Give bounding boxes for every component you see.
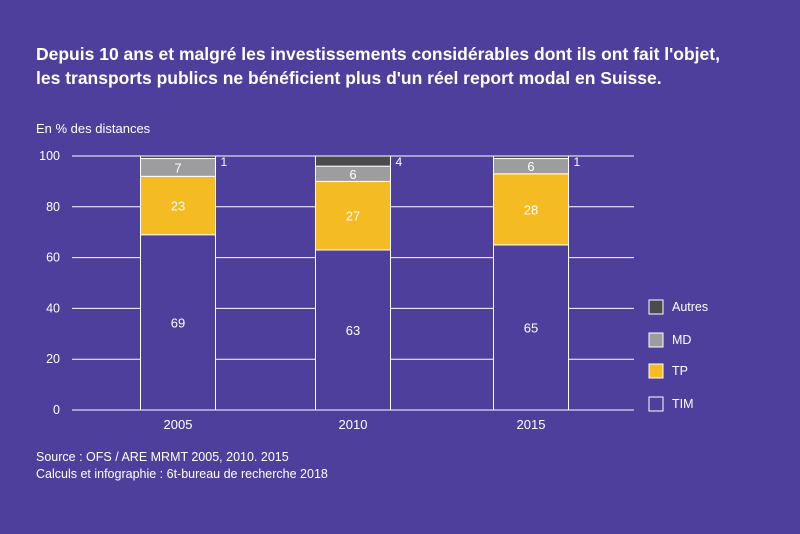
source-note: Source : OFS / ARE MRMT 2005, 2010. 2015…	[36, 449, 328, 483]
legend-label: MD	[672, 333, 691, 347]
legend-swatch	[648, 332, 664, 348]
bar-segment-tim	[493, 244, 569, 411]
bar-segment-tim	[315, 249, 391, 411]
y-axis-label: En % des distances	[36, 121, 151, 136]
legend-swatch	[648, 299, 664, 315]
bar-segment-tp	[493, 173, 569, 246]
bar-segment-tp	[140, 175, 216, 236]
source-line: Source : OFS / ARE MRMT 2005, 2010. 2015	[36, 450, 289, 464]
chart-title-line: Depuis 10 ans et malgré les investisseme…	[36, 44, 720, 64]
x-tick-label: 2010	[339, 417, 368, 432]
bar-segment-autres	[315, 155, 391, 167]
bar-segment-autres	[140, 155, 216, 160]
data-label: 6	[349, 167, 356, 182]
legend-swatch	[648, 363, 664, 379]
legend-swatch	[648, 396, 664, 412]
data-label: 27	[346, 209, 360, 224]
y-tick-label: 40	[46, 301, 60, 315]
data-label: 65	[524, 320, 538, 335]
source-line: Calculs et infographie : 6t-bureau de re…	[36, 467, 328, 481]
data-label: 6	[527, 159, 534, 174]
bar-segment-autres	[493, 155, 569, 160]
bar-segment-tim	[140, 234, 216, 411]
y-tick-label: 0	[53, 403, 60, 417]
y-tick-label: 80	[46, 200, 60, 214]
data-label: 69	[171, 315, 185, 330]
y-tick-label: 20	[46, 352, 60, 366]
bar-segment-tp	[315, 180, 391, 251]
y-tick-label: 60	[46, 251, 60, 265]
x-tick-label: 2015	[517, 417, 546, 432]
legend-label: TIM	[672, 397, 694, 411]
chart-title: Depuis 10 ans et malgré les investisseme…	[36, 42, 786, 90]
legend-label: Autres	[672, 300, 708, 314]
legend-label: TP	[672, 364, 688, 378]
data-label: 7	[174, 160, 181, 175]
data-label: 28	[524, 202, 538, 217]
x-tick-label: 2005	[164, 417, 193, 432]
data-label: 1	[221, 155, 228, 169]
data-label: 63	[346, 323, 360, 338]
data-label: 4	[396, 155, 403, 169]
chart-title-line: les transports publics ne bénéficient pl…	[36, 68, 662, 88]
data-label: 1	[574, 155, 581, 169]
y-tick-label: 100	[39, 149, 60, 163]
data-label: 23	[171, 199, 185, 214]
